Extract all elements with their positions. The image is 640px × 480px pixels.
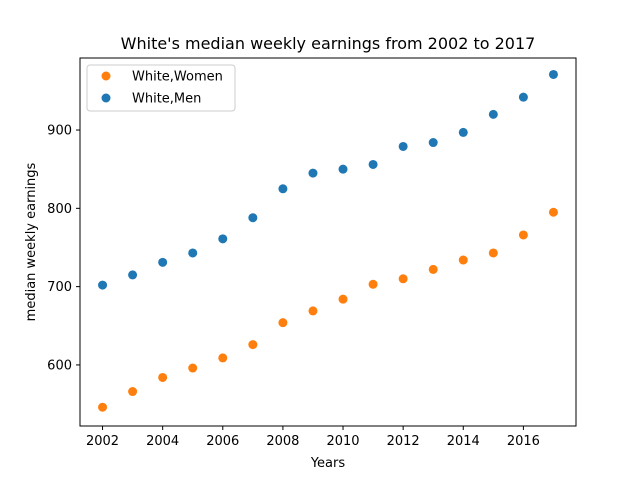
data-point [158,372,168,382]
chart-title: White's median weekly earnings from 2002… [121,34,536,53]
data-point [98,280,108,290]
y-axis-label: median weekly earnings [24,162,39,321]
x-tick-label: 2014 [447,434,480,449]
data-point [128,270,138,280]
y-tick-label: 700 [47,280,72,295]
data-point [428,138,438,148]
data-point [308,168,318,178]
x-tick-label: 2010 [326,434,359,449]
data-point [218,234,228,244]
data-point [128,387,138,397]
data-point [248,340,258,350]
data-point [278,184,288,194]
data-point [518,230,528,240]
data-point [488,109,498,119]
data-point [458,255,468,265]
legend-box [86,64,236,112]
legend-entry: White,Men [132,92,201,107]
data-point [218,353,228,363]
data-point [308,306,318,316]
x-tick-label: 2006 [206,434,239,449]
plot-frame [79,57,577,427]
data-point [518,92,528,102]
x-tick-label: 2004 [146,434,179,449]
data-point [98,402,108,412]
data-point [488,248,498,258]
legend: White,Women White,Men [86,64,236,112]
data-point [398,141,408,151]
data-point [278,318,288,328]
x-tick-label: 2002 [86,434,119,449]
data-point [368,279,378,289]
legend-entry: White,Women [132,70,223,85]
series-white-women [98,207,558,412]
y-axis: 600 700 800 900 [47,124,80,373]
x-axis: 2002 2004 2006 2008 2010 2012 2014 2016 [86,426,540,449]
x-tick-label: 2016 [507,434,540,449]
data-point [158,257,168,267]
data-point [428,264,438,274]
legend-marker [101,71,111,81]
data-point [248,213,258,223]
y-tick-label: 800 [47,202,72,217]
x-tick-label: 2008 [266,434,299,449]
data-point [458,127,468,137]
x-tick-label: 2012 [387,434,420,449]
data-point [548,207,558,217]
series-white-men [98,69,558,290]
legend-marker [101,93,111,103]
data-point [188,363,198,373]
data-point [338,294,348,304]
data-point [398,274,408,284]
y-tick-label: 600 [47,358,72,373]
data-point [338,164,348,174]
data-point [368,159,378,169]
x-axis-label: Years [310,456,346,471]
data-point [188,248,198,258]
data-point [548,69,558,79]
y-tick-label: 900 [47,124,72,139]
data-points [98,69,558,412]
